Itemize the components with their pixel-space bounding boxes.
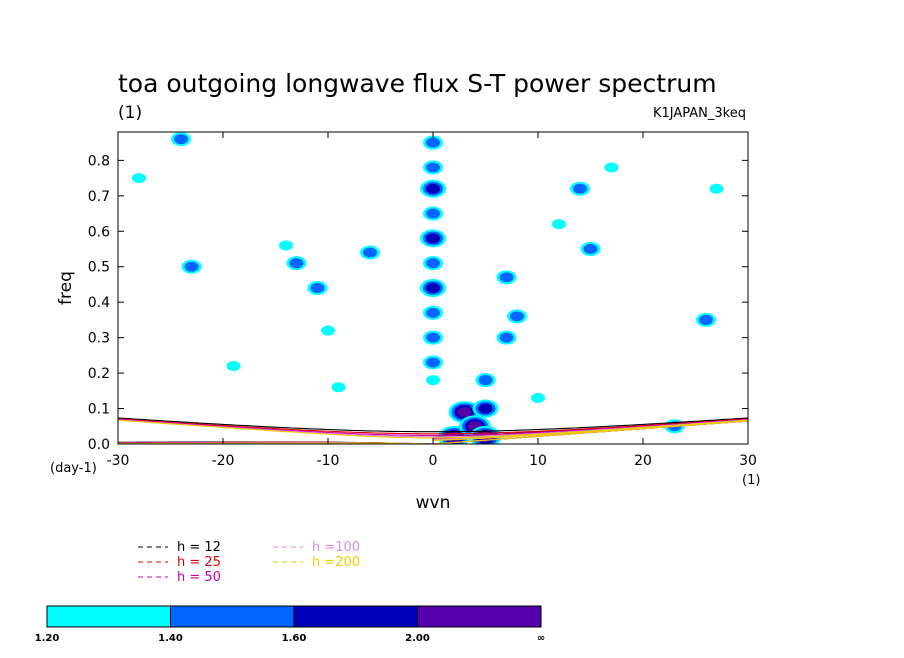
chart-title: toa outgoing longwave flux S-T power spe… [118,69,717,98]
colorbar-level-label: 1.20 [35,633,60,644]
power-patch [310,283,325,293]
chart-subtitle-right: K1JAPAN_3keq [653,106,746,121]
chart-subtitle-left: (1) [118,103,142,123]
y-tick-label: 0.4 [88,295,110,311]
y-axis-unit: (day-1) [50,461,97,476]
legend-label: h = 12 [177,540,221,555]
power-patch [426,258,440,269]
power-patch [174,134,188,145]
power-patch [709,183,724,194]
power-patch [583,244,598,254]
power-patch [604,162,619,173]
power-patch [289,258,304,269]
power-patch [573,183,587,194]
power-patch [552,219,566,230]
power-patch [132,173,146,184]
power-patch [426,375,440,386]
colorbar-swatch [417,605,542,628]
power-patch [478,403,493,414]
power-patch [478,375,493,386]
power-patch [426,357,440,368]
x-axis: -30 -20 -10 0 10 20 30 [107,132,757,469]
legend-label: h =100 [312,540,360,555]
power-patch [426,183,440,194]
x-tick-label: 30 [739,453,757,469]
x-tick-label: 20 [634,453,652,469]
power-patch [426,307,440,318]
colorbar: 1.20 1.40 1.60 2.00 ∞ [35,605,545,644]
y-axis-label: freq [56,271,76,305]
x-tick-label: -20 [212,453,235,469]
power-patch [226,361,241,371]
power-patch [499,332,514,343]
legend-label: h = 25 [177,555,221,570]
legend-label: h =200 [312,555,360,570]
y-tick-label: 0.7 [88,189,110,205]
dispersion-curve [118,417,748,433]
y-tick-label: 0.0 [88,437,110,453]
power-patch [699,314,713,325]
dispersion-curves-layer [118,417,748,444]
colorbar-swatch [293,605,418,628]
x-axis-unit: (1) [742,473,760,488]
power-patch [426,162,440,173]
dispersion-curve [118,442,434,444]
y-tick-label: 0.2 [88,366,110,382]
y-tick-label: 0.6 [88,224,110,240]
colorbar-level-label: ∞ [537,633,545,644]
y-tick-label: 0.1 [88,402,110,418]
y-tick-label: 0.5 [88,260,110,276]
power-patch [499,272,514,283]
legend-label: h = 50 [177,570,221,585]
x-tick-label: 10 [529,453,547,469]
power-patch [363,247,377,258]
x-tick-label: 0 [429,453,438,469]
power-patch [426,332,440,343]
power-patch [531,392,545,403]
x-tick-label: -10 [317,453,340,469]
y-tick-label: 0.8 [88,153,110,169]
dispersion-curve [118,418,748,435]
power-patch [279,240,293,251]
power-contour-layer [132,132,724,444]
power-patch [426,137,440,148]
dispersion-curve [118,418,748,436]
x-tick-label: -30 [107,453,130,469]
colorbar-swatch [46,605,171,628]
power-patch [426,208,440,219]
power-patch [426,283,440,293]
dispersion-curve [432,420,748,444]
y-axis: 0.0 0.1 0.2 0.3 0.4 0.5 0.6 0.7 0.8 [88,153,748,453]
power-patch [331,382,346,393]
colorbar-level-label: 1.60 [282,633,307,644]
power-patch [457,407,472,418]
colorbar-level-label: 1.40 [158,633,183,644]
colorbar-swatch [170,605,295,628]
power-patch [510,311,524,322]
colorbar-level-label: 2.00 [405,633,430,644]
power-patch [321,325,335,336]
x-axis-label: wvn [416,493,451,513]
dispersion-curve [432,419,748,442]
y-tick-label: 0.3 [88,331,110,347]
power-patch [426,233,440,244]
power-patch [184,261,199,272]
